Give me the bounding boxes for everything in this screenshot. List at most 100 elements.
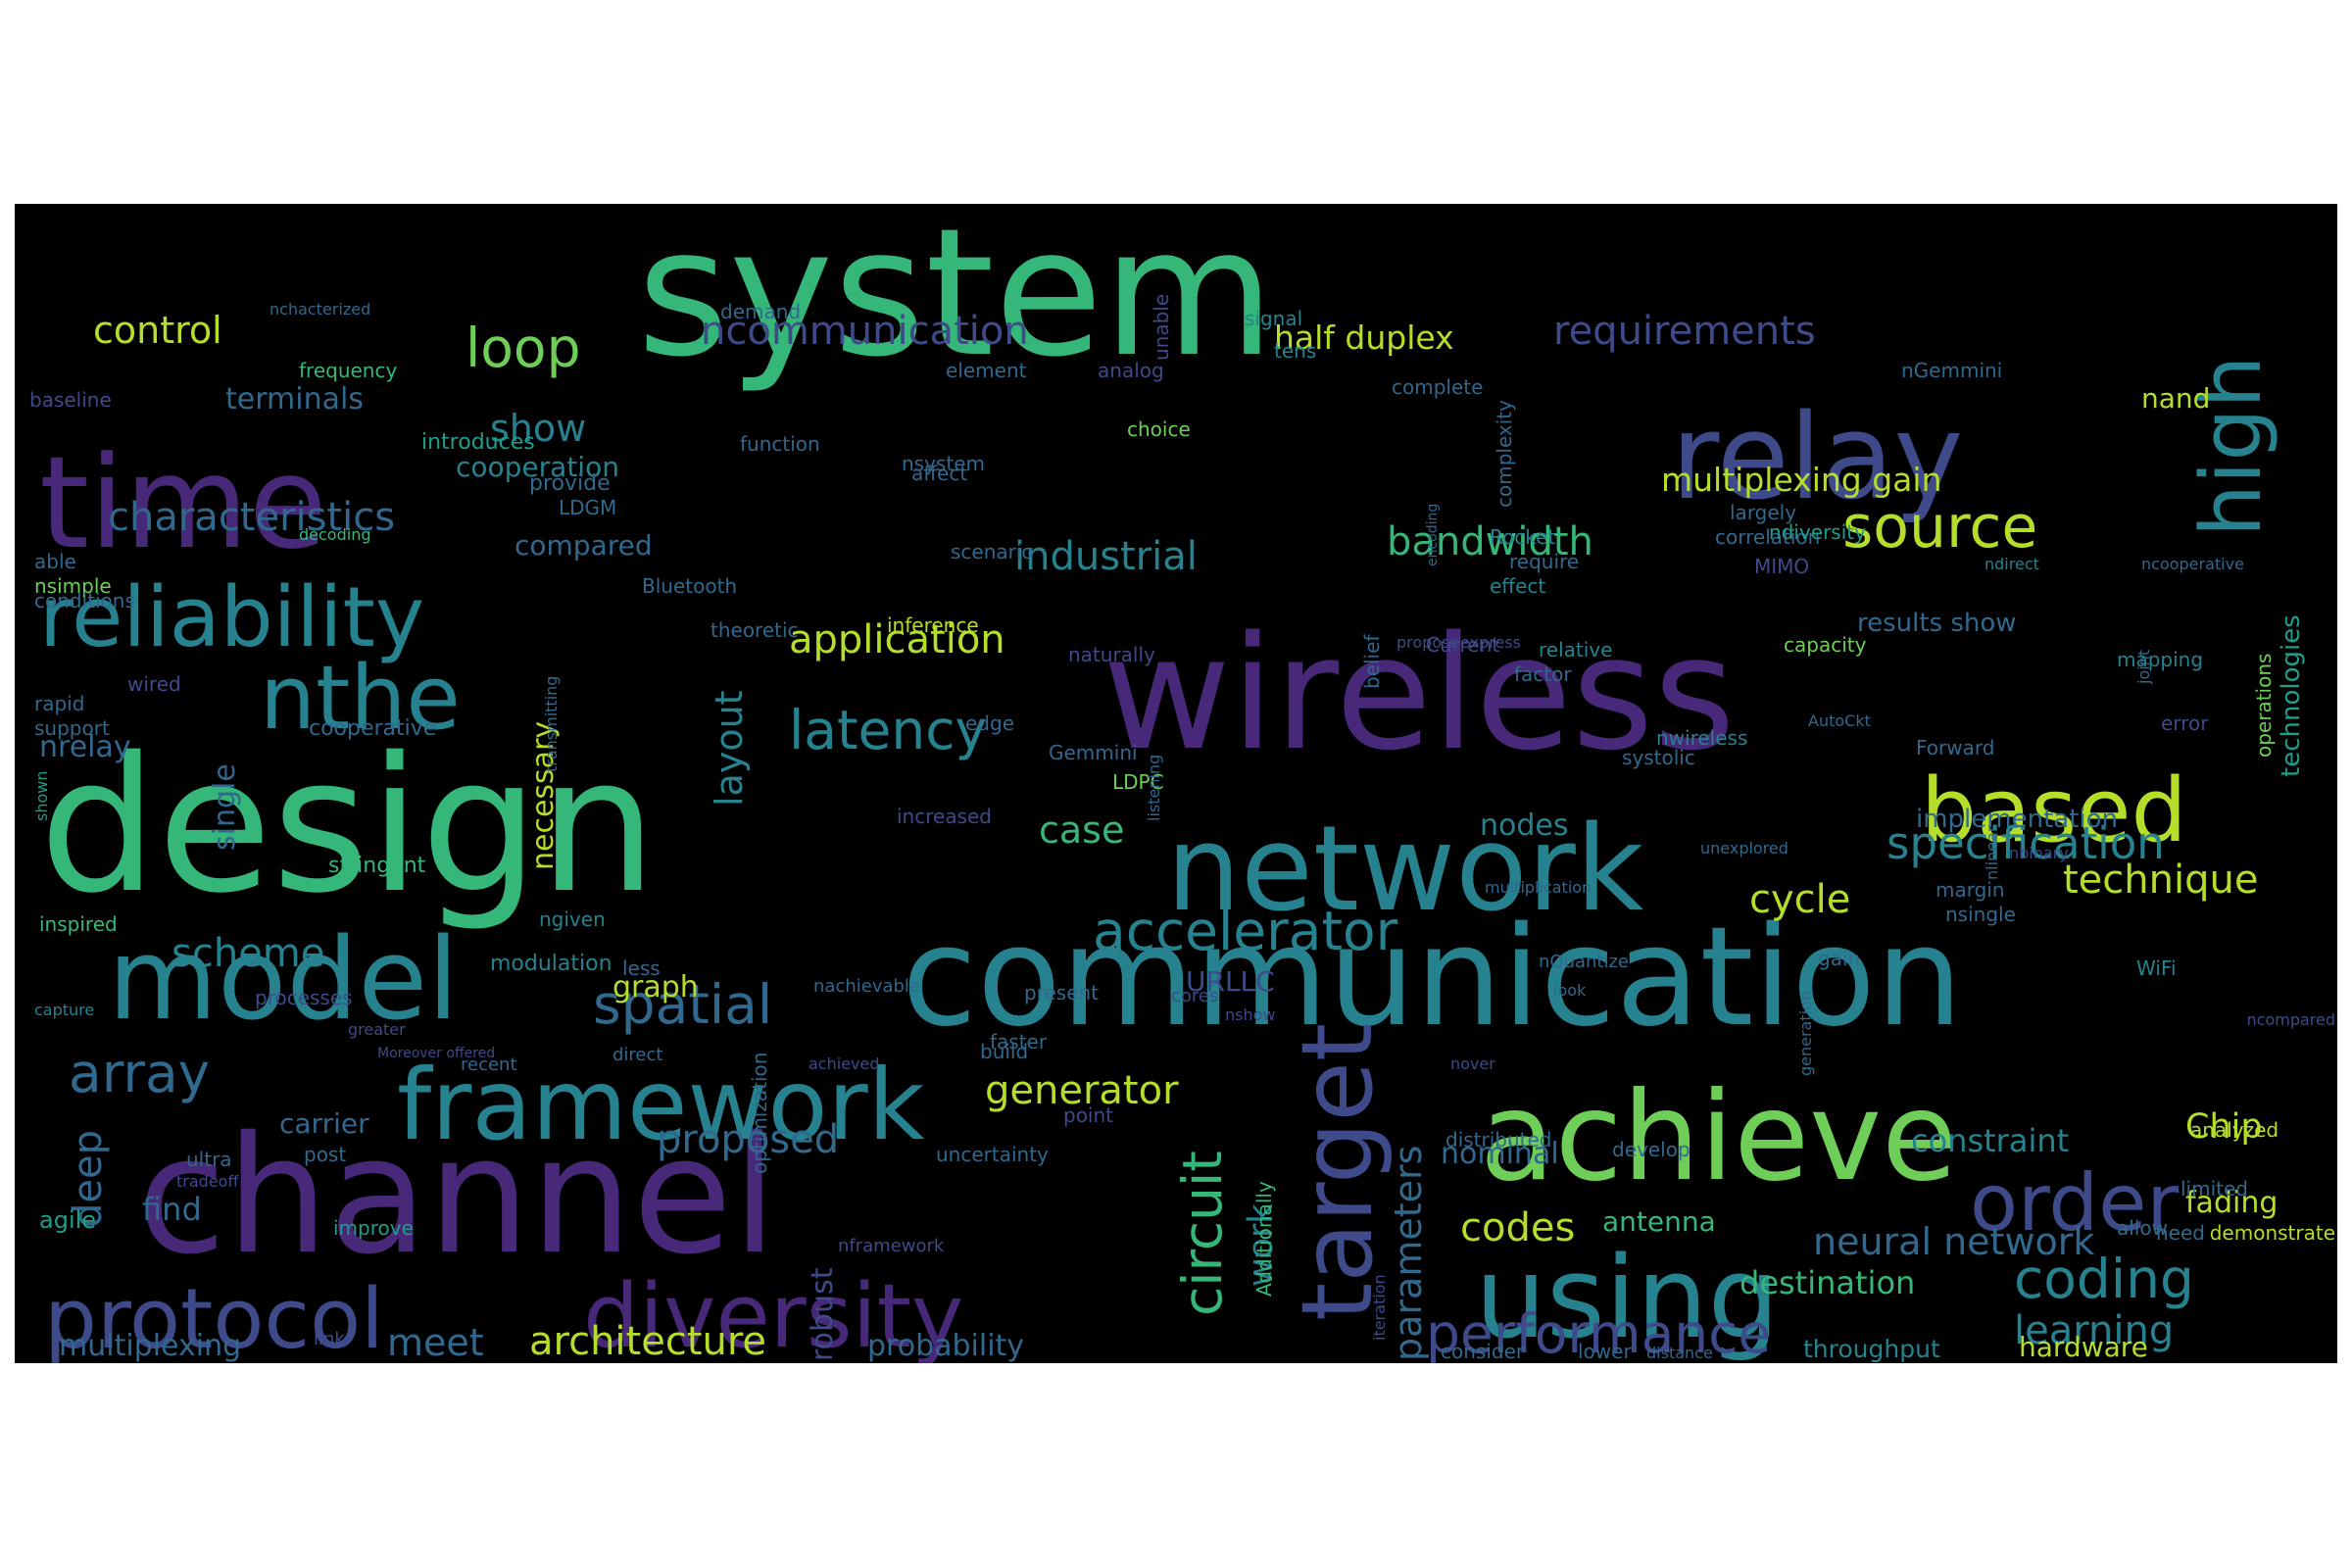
cloud-word: tradeoff [176, 1172, 239, 1191]
cloud-word: circuit [1171, 1151, 1234, 1316]
cloud-word: baseline [29, 388, 112, 412]
cloud-word: nodes [1480, 808, 1569, 843]
cloud-word: gain [1818, 947, 1861, 970]
cloud-word: design [39, 717, 658, 934]
cloud-word: framework [397, 1048, 925, 1162]
cloud-word: probability [867, 1329, 1025, 1363]
cloud-word: accelerator [1093, 900, 1398, 962]
cloud-word: scenario [951, 540, 1034, 564]
cloud-word: less [622, 956, 661, 980]
cloud-word: unexplored [1700, 839, 1788, 858]
cloud-word: propose [1396, 633, 1460, 652]
cloud-word: spatial [593, 973, 773, 1036]
cloud-word: increased [897, 805, 992, 828]
cloud-word: uncertainty [936, 1143, 1049, 1166]
cloud-word: frequency [299, 359, 398, 382]
cloud-word: nsingle [1945, 903, 2016, 926]
cloud-word: performance [1426, 1302, 1772, 1363]
cloud-word: look [1553, 981, 1587, 1000]
cloud-word: Current [1426, 633, 1500, 657]
cloud-word: codes [1460, 1205, 1576, 1250]
cloud-word: belief [1360, 634, 1384, 689]
cloud-word: theoretic [710, 618, 799, 642]
cloud-word: URLLC [1186, 965, 1275, 998]
cloud-word: WiFi [2136, 956, 2177, 980]
cloud-word: single [208, 763, 242, 851]
cloud-word: cores [1171, 986, 1219, 1006]
cloud-word: effect [1490, 574, 1546, 598]
cloud-word: joint [2134, 649, 2153, 684]
cloud-word: modulation [490, 952, 612, 976]
cloud-word: nover [1450, 1054, 1495, 1073]
cloud-word: robust [806, 1267, 840, 1361]
cloud-word: nsystem [902, 452, 985, 475]
cloud-word: operations [2252, 653, 2276, 758]
cloud-word: find [142, 1191, 202, 1228]
cloud-word: post [304, 1143, 347, 1166]
cloud-word: architecture [529, 1319, 767, 1363]
cloud-word: order [1970, 1157, 2180, 1249]
cloud-word: latency [789, 699, 988, 761]
cloud-word: nsimple [34, 574, 112, 598]
cloud-word: constraint [1911, 1122, 2070, 1159]
cloud-word: transmitting [542, 675, 561, 772]
cloud-word: rapid [34, 692, 85, 715]
cloud-word: terminals [225, 382, 364, 416]
cloud-word: layout [708, 690, 751, 807]
cloud-word: diversity [583, 1265, 964, 1363]
cloud-word: naturally [1068, 643, 1155, 666]
cloud-word: limited [2180, 1177, 2248, 1200]
cloud-word: Gemmini [1049, 741, 1138, 764]
cloud-word: function [740, 432, 820, 456]
cloud-word: nchacterized [270, 300, 371, 318]
cloud-word: achieve [1480, 1066, 1958, 1208]
cloud-word: multiplexing [59, 1329, 242, 1363]
cloud-word: develop [1612, 1138, 1690, 1161]
cloud-word: nQuantize [1539, 952, 1630, 972]
cloud-word: based [1921, 760, 2187, 862]
cloud-word: introduces [421, 430, 535, 455]
cloud-word: specification [1886, 817, 2165, 869]
cloud-word: antenna [1602, 1205, 1716, 1238]
cloud-word: nGemmini [1901, 359, 2003, 382]
cloud-word: mapping [2117, 648, 2204, 671]
cloud-word: choice [1127, 417, 1191, 441]
cloud-word: ngiven [539, 907, 606, 931]
cloud-word: nwireless [1656, 726, 1748, 750]
cloud-word: generator [985, 1068, 1179, 1113]
cloud-word: communication [902, 898, 1963, 1057]
cloud-word: systolic [1622, 746, 1695, 769]
cloud-word: multiplication [1485, 878, 1592, 897]
cloud-word: model [108, 914, 460, 1046]
cloud-word: ncooperative [2141, 555, 2244, 573]
cloud-word: time [39, 428, 327, 577]
cloud-word: nshow [1225, 1005, 1276, 1024]
cloud-word: largely [1730, 501, 1797, 524]
cloud-word: allow [2117, 1216, 2168, 1240]
cloud-word: Bluetooth [642, 574, 738, 598]
cloud-word: able [34, 550, 76, 573]
cloud-word: correlation [1715, 525, 1821, 549]
cloud-word: cooperative [309, 716, 437, 741]
cloud-word: shown [32, 770, 51, 822]
cloud-word: affect [911, 462, 968, 485]
cloud-word: protocol [44, 1271, 384, 1363]
cloud-word: application [789, 617, 1005, 662]
cloud-word: channel [137, 1102, 777, 1290]
cloud-word: wireless [1102, 602, 1736, 785]
cloud-word: capture [34, 1001, 95, 1019]
cloud-word: compared [514, 529, 653, 562]
cloud-word: throughput [1803, 1335, 1940, 1363]
cloud-word: generation [1796, 990, 1815, 1076]
cloud-word: nand [2141, 382, 2211, 415]
cloud-word: inference [887, 613, 979, 637]
cloud-word: relay [1671, 390, 1964, 526]
cloud-word: destination [1740, 1264, 1916, 1301]
cloud-word: case [1039, 808, 1125, 852]
word-cloud: system design wireless channel communication… [15, 204, 2337, 1363]
cloud-word: nrelay [39, 730, 131, 764]
cloud-word: learning [2014, 1308, 2175, 1353]
cloud-word: support [34, 716, 110, 740]
cloud-word: meet [387, 1321, 484, 1363]
cloud-word: nominal [1441, 1137, 1559, 1171]
